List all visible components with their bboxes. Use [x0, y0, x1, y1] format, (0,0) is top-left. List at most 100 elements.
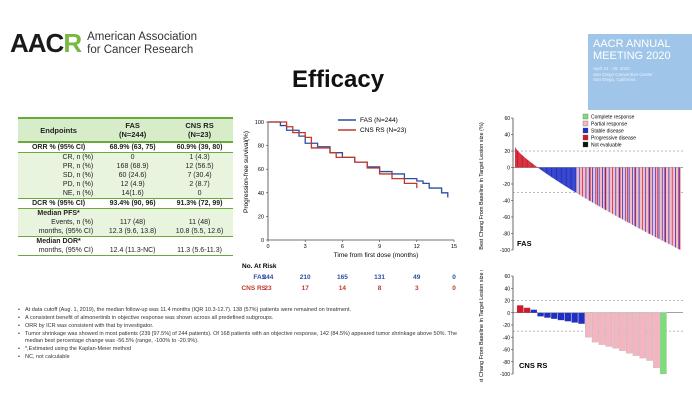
- y-tick-label: 80: [258, 144, 264, 150]
- waterfall-bar: [641, 167, 643, 231]
- waterfall-bar: [558, 167, 560, 183]
- risk-value: 165: [337, 274, 348, 281]
- waterfall-bar: [647, 167, 649, 234]
- waterfall-bar: [558, 167, 559, 182]
- waterfall-bar: [532, 163, 534, 168]
- waterfall-bar: [653, 312, 660, 368]
- waterfall-bar: [611, 167, 613, 214]
- waterfall-bar: [650, 167, 652, 235]
- waterfall-bar: [597, 167, 598, 206]
- footnote: *,Estimated using the Kaplan-Meier metho…: [18, 346, 458, 353]
- waterfall-bar: [670, 167, 672, 245]
- km-series-fas: [268, 121, 449, 198]
- waterfall-bar: [654, 167, 656, 237]
- waterfall-bar: [606, 167, 608, 211]
- waterfall-bar: [564, 167, 566, 186]
- waterfall-bar: [517, 150, 519, 168]
- footnote: Tumor shrinkage was showed in most patie…: [18, 331, 458, 345]
- waterfall-bar: [644, 167, 646, 232]
- waterfall-bar: [678, 167, 680, 250]
- waterfall-bar: [522, 155, 524, 168]
- waterfall-bar: [525, 158, 527, 168]
- waterfall-bar: [535, 166, 537, 168]
- waterfall-bar: [617, 167, 619, 218]
- waterfall-bar: [632, 312, 640, 356]
- legend-label: Progressive disease: [591, 136, 636, 142]
- waterfall-bar: [677, 167, 679, 249]
- legend-label: Partial response: [591, 122, 627, 128]
- col-fas: FAS (N=244): [99, 117, 167, 143]
- waterfall-bar: [612, 167, 614, 215]
- y-tick-label: 0: [507, 311, 510, 317]
- y-tick-label: -60: [503, 215, 510, 221]
- efficacy-table: Endpoints FAS (N=244) CNS RS (N=23) ORR …: [18, 117, 233, 256]
- waterfall-bar: [629, 167, 631, 224]
- waterfall-bar: [605, 312, 613, 347]
- risk-value: 131: [374, 274, 385, 281]
- waterfall-bar: [612, 167, 613, 214]
- waterfall-bar: [555, 167, 557, 181]
- y-tick-label: 40: [258, 191, 264, 197]
- table-row: Events, n (%) 117 (48) 11 (48): [18, 218, 233, 227]
- waterfall-bar: [599, 167, 601, 207]
- legend-label: Not evaluable: [591, 143, 622, 149]
- y-tick-label: 60: [504, 274, 510, 280]
- waterfall-bar: [571, 167, 573, 191]
- waterfall-bar: [584, 167, 586, 199]
- waterfall-bar: [632, 167, 634, 226]
- waterfall-bar: [548, 167, 550, 176]
- waterfall-bar: [617, 167, 618, 217]
- waterfall-bar: [581, 167, 583, 197]
- waterfall-bar: [549, 167, 551, 177]
- waterfall-bar: [534, 165, 535, 168]
- waterfall-bar: [639, 167, 641, 229]
- waterfall-bar: [675, 167, 677, 248]
- waterfall-bar: [582, 167, 584, 197]
- y-tick-label: 20: [504, 299, 510, 305]
- waterfall-bar: [662, 167, 664, 242]
- waterfall-bar: [564, 312, 572, 322]
- waterfall-bar: [625, 167, 627, 222]
- waterfall-bar: [600, 167, 602, 208]
- legend-label: Stable disease: [591, 129, 624, 135]
- risk-value: 0: [452, 274, 456, 281]
- waterfall-bar: [570, 167, 572, 190]
- waterfall-bar: [585, 312, 592, 338]
- waterfall-bar: [593, 167, 594, 204]
- aacr-logo: AACR American Association for Cancer Res…: [10, 28, 197, 59]
- legend-swatch: [582, 134, 589, 141]
- waterfall-bar: [627, 167, 628, 223]
- waterfall-bar: [607, 167, 608, 212]
- waterfall-bar: [592, 167, 594, 203]
- waterfall-bar: [591, 167, 593, 203]
- waterfall-bar: [639, 312, 647, 359]
- km-series-cns: [268, 121, 418, 189]
- waterfall-bar: [621, 167, 623, 219]
- waterfall-bar: [632, 167, 633, 225]
- waterfall-bar: [610, 167, 612, 213]
- waterfall-bar: [614, 167, 616, 216]
- waterfall-bar: [544, 167, 546, 173]
- risk-fas-label: FAS: [253, 274, 266, 281]
- waterfall-bar: [588, 167, 589, 201]
- waterfall-bar: [530, 162, 532, 168]
- waterfall-bar: [643, 167, 645, 232]
- waterfall-bar: [676, 167, 677, 248]
- waterfall-bar: [676, 167, 678, 249]
- waterfall-bar: [651, 167, 653, 236]
- waterfall-bar: [645, 167, 647, 232]
- waterfall-bar: [531, 163, 533, 168]
- waterfall-bar: [540, 167, 542, 170]
- y-tick-label: -20: [503, 182, 510, 188]
- waterfall-bar: [518, 151, 520, 168]
- waterfall-bar: [577, 167, 579, 194]
- waterfall-bar: [587, 167, 589, 200]
- km-xlabel: Time from first dose (months): [334, 252, 419, 259]
- y-tick-label: -40: [503, 199, 510, 205]
- waterfall-bar: [554, 167, 555, 180]
- waterfall-bar: [605, 167, 607, 211]
- panel-label-cns: CNS RS: [519, 361, 547, 370]
- waterfall-bar: [604, 167, 606, 210]
- waterfall-bar: [634, 167, 636, 227]
- y-tick-label: 60: [258, 167, 264, 173]
